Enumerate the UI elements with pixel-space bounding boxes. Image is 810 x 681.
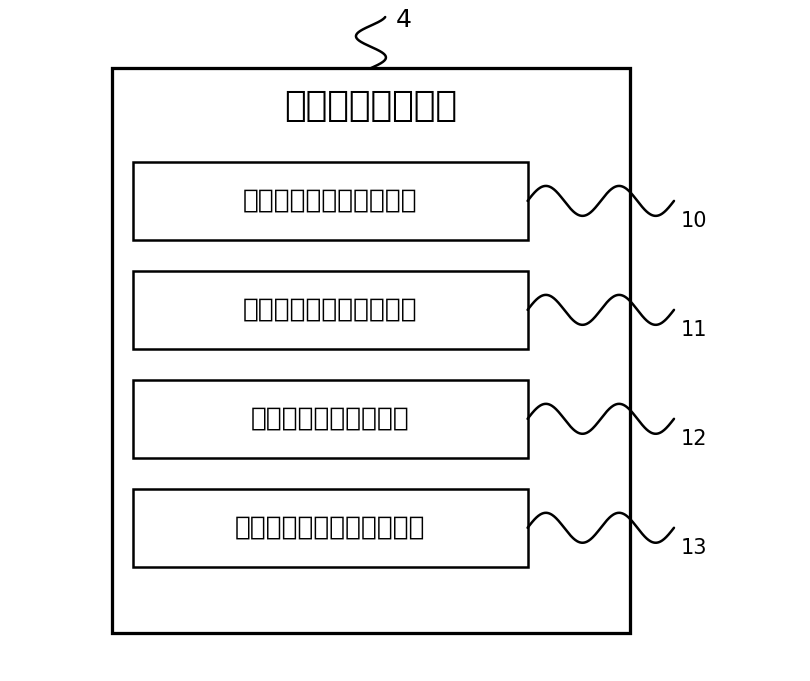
Text: 规则样条函数插値计算模块: 规则样条函数插値计算模块 bbox=[235, 515, 425, 541]
Text: 泛克里金插値计算模块: 泛克里金插値计算模块 bbox=[251, 406, 410, 432]
Text: 13: 13 bbox=[680, 538, 707, 558]
Bar bbox=[112, 68, 629, 633]
Text: 10: 10 bbox=[680, 211, 707, 232]
Text: 空间插値计算单元: 空间插値计算单元 bbox=[284, 89, 458, 123]
Text: 反距离加权插値计算模块: 反距离加权插値计算模块 bbox=[243, 188, 417, 214]
Text: 11: 11 bbox=[680, 320, 707, 340]
Text: 普通克里金插値计算模块: 普通克里金插値计算模块 bbox=[243, 297, 417, 323]
Text: 12: 12 bbox=[680, 429, 707, 449]
Text: 4: 4 bbox=[396, 8, 412, 33]
Bar bbox=[133, 380, 527, 458]
Bar bbox=[133, 161, 527, 240]
Bar bbox=[133, 270, 527, 349]
Bar bbox=[133, 489, 527, 567]
